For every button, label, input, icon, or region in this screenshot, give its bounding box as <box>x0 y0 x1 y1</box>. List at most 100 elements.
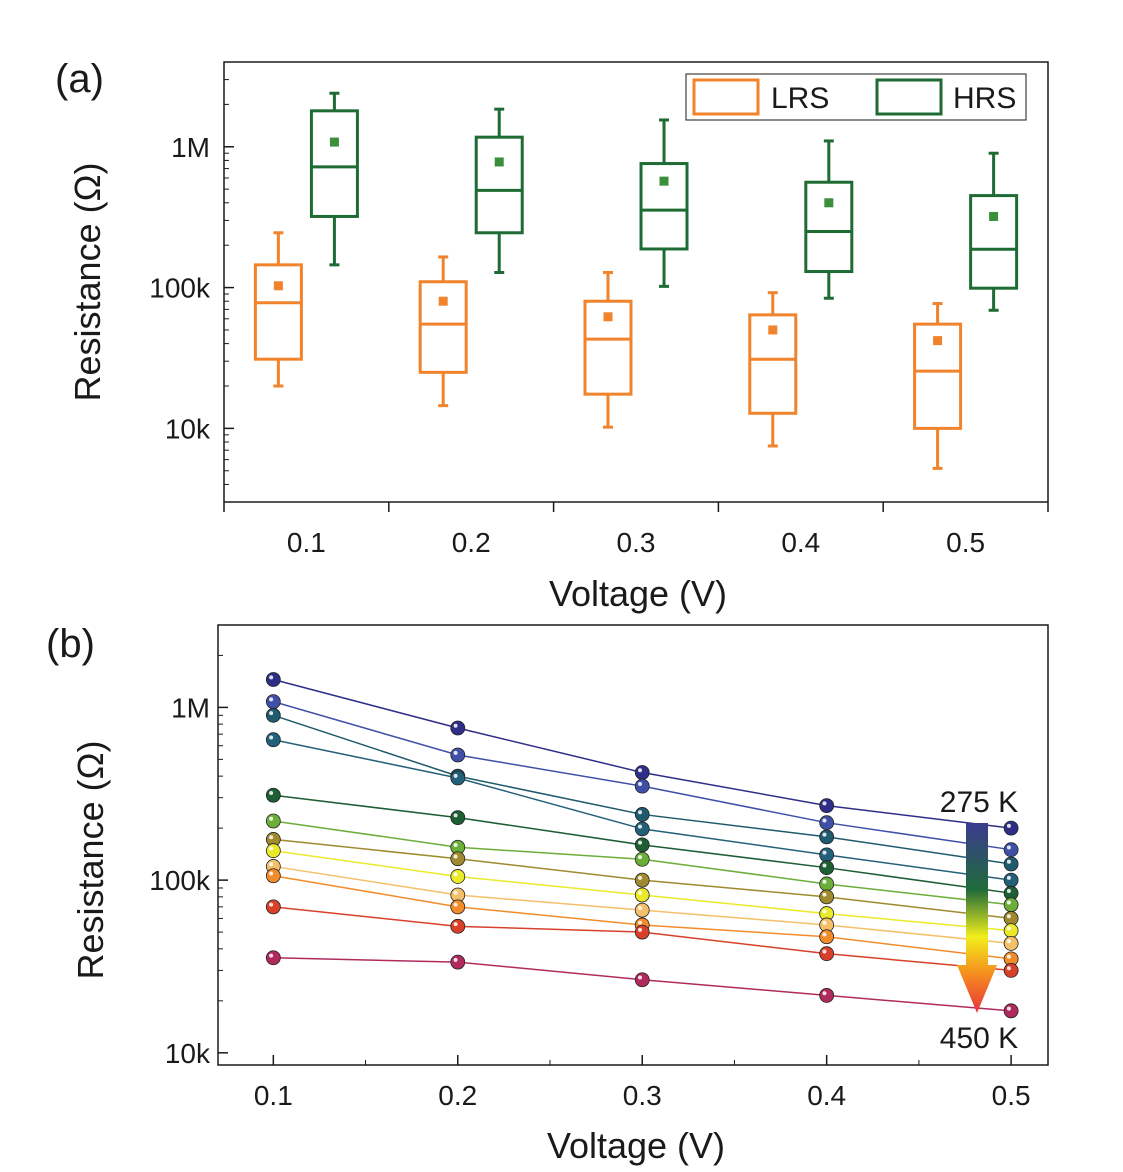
data-point-highlight <box>269 697 274 702</box>
data-point-highlight <box>269 711 274 716</box>
data-point <box>450 954 466 970</box>
data-point-highlight <box>269 871 274 876</box>
lrs-box-0.1 <box>253 231 303 388</box>
lrs-box-0.4 <box>748 291 798 448</box>
x-tick-label: 0.3 <box>617 527 656 558</box>
data-point <box>265 813 281 829</box>
lrs-box-0.2 <box>418 255 468 408</box>
data-point-highlight <box>453 854 458 859</box>
data-point <box>819 929 835 945</box>
data-point <box>1003 936 1019 951</box>
data-point <box>265 707 281 723</box>
y-tick-label: 10k <box>165 1038 211 1069</box>
data-point <box>1003 872 1019 888</box>
y-tick-label: 10k <box>165 413 211 444</box>
temperature-series-1 <box>265 672 1019 836</box>
data-point-highlight <box>269 675 274 680</box>
mean-marker <box>494 157 504 167</box>
data-point <box>1003 856 1019 872</box>
data-point <box>819 946 835 962</box>
x-tick-label: 0.2 <box>452 527 491 558</box>
box-iqr <box>748 313 798 415</box>
legend-label-hrs: HRS <box>953 82 1016 115</box>
mean-marker <box>603 312 613 322</box>
data-point-highlight <box>638 875 643 880</box>
data-point <box>819 798 835 814</box>
data-point-highlight <box>269 816 274 821</box>
hrs-box-0.2 <box>474 107 524 274</box>
data-point <box>450 851 466 867</box>
box-iqr <box>969 194 1019 290</box>
panel-b-frame <box>217 624 1049 1066</box>
mean-marker <box>438 296 448 306</box>
data-point-highlight <box>638 840 643 845</box>
data-point-highlight <box>822 932 827 937</box>
x-tick-label: 0.1 <box>254 1080 293 1111</box>
data-point <box>1003 1003 1019 1019</box>
data-point-highlight <box>453 723 458 728</box>
lrs-box-0.5 <box>913 302 963 470</box>
data-point <box>265 950 281 966</box>
data-point <box>634 972 650 988</box>
box-iqr <box>253 263 303 361</box>
x-tick-label: 0.3 <box>623 1080 662 1111</box>
y-tick-label: 100k <box>149 273 211 304</box>
data-point-highlight <box>269 862 274 867</box>
data-point-highlight <box>822 920 827 925</box>
panel-b-plot-area <box>265 672 1019 1019</box>
data-point-highlight <box>1006 914 1011 919</box>
y-tick-label: 100k <box>149 865 211 896</box>
mean-marker <box>989 211 999 221</box>
data-point <box>819 889 835 905</box>
data-point <box>634 872 650 888</box>
data-point-highlight <box>453 750 458 755</box>
data-point <box>634 765 650 780</box>
hrs-box-0.5 <box>969 151 1019 312</box>
data-point-highlight <box>269 902 274 907</box>
data-point-highlight <box>453 957 458 962</box>
x-tick-label: 0.5 <box>992 1080 1031 1111</box>
data-point <box>1003 963 1019 978</box>
data-point-highlight <box>1006 823 1011 828</box>
temperature-series-2 <box>265 694 1019 858</box>
data-point-highlight <box>1006 888 1011 893</box>
data-point-highlight <box>638 920 643 925</box>
data-point <box>819 987 835 1003</box>
data-point <box>634 821 650 837</box>
x-tick-label: 0.2 <box>438 1080 477 1111</box>
data-point-highlight <box>822 892 827 897</box>
data-point-highlight <box>1006 859 1011 864</box>
y-tick-label: 1M <box>171 132 210 163</box>
data-point-highlight <box>1006 1006 1011 1011</box>
legend-swatch-hrs <box>875 78 943 116</box>
data-point <box>450 747 466 763</box>
temperature-colorbar: 275 K 450 K <box>940 786 1018 1055</box>
hrs-box-0.1 <box>309 91 359 267</box>
legend-swatch-lrs <box>692 78 760 116</box>
data-point <box>819 860 835 876</box>
panel-b: (b) 10k 100k 1M 0.1 0.2 0.3 0.4 0.5 Voltage (V… <box>46 622 1049 1166</box>
data-point <box>265 899 281 915</box>
data-point-highlight <box>822 818 827 823</box>
data-point-highlight <box>453 773 458 778</box>
hrs-box-0.4 <box>804 139 854 300</box>
data-point <box>450 918 466 934</box>
data-point-highlight <box>638 890 643 895</box>
y-tick-label: 1M <box>171 692 210 723</box>
data-point <box>265 868 281 884</box>
data-point-highlight <box>638 781 643 786</box>
data-point <box>1003 897 1019 913</box>
data-point-highlight <box>638 855 643 860</box>
box-iqr <box>639 162 689 251</box>
data-point-highlight <box>638 768 643 773</box>
panel-a-plot-area <box>253 91 1019 470</box>
data-point <box>634 807 650 822</box>
data-point-highlight <box>822 832 827 837</box>
legend-label-lrs: LRS <box>771 82 829 115</box>
legend: LRS HRS <box>685 73 1027 121</box>
temperature-series-12 <box>265 950 1019 1019</box>
data-point-highlight <box>822 850 827 855</box>
legend-frame <box>685 73 1027 121</box>
data-point <box>450 869 466 884</box>
